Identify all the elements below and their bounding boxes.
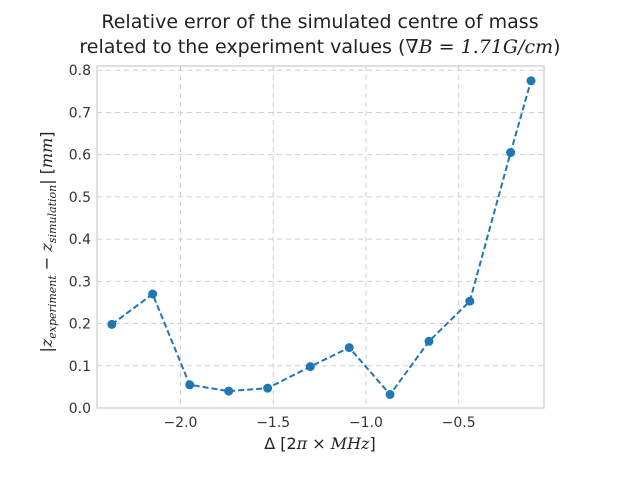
data-point [224, 386, 234, 396]
chart-title-line-1: Relative error of the simulated centre o… [101, 11, 538, 33]
data-point [148, 289, 158, 299]
y-axis-label: |zexperiment − zsimulation| [mm] [37, 131, 59, 352]
chart-title-line-2-prefix: related to the experiment values ( [79, 36, 405, 58]
y-axis-label-z-experiment: z [37, 338, 56, 348]
data-point [424, 336, 434, 346]
y-axis-label-end: ] [37, 131, 56, 137]
y-tick-label: 0.7 [69, 105, 91, 121]
y-axis-label-close: | [ [37, 168, 56, 185]
y-axis-label-open: | [37, 347, 56, 352]
x-tick-label: −1.5 [256, 415, 290, 431]
data-point [506, 148, 516, 158]
series-line [111, 80, 532, 397]
data-point-layer [107, 76, 536, 399]
tick-label-layer: −2.0 −1.5 −1.0 −0.5 0.0 0.1 0.2 0.3 0.4 0.5 0.6 0.7… [69, 63, 476, 431]
y-tick-label: 0.6 [69, 148, 91, 164]
chart-title-line-2-suffix: ) [553, 36, 560, 58]
y-tick-label: 0.2 [69, 317, 91, 333]
y-axis-label-sub-experiment: experiment [46, 275, 59, 339]
x-axis-label-pi: π [296, 434, 308, 453]
y-tick-label: 0.4 [69, 232, 91, 248]
x-axis-label-prefix: Δ [2 [264, 434, 296, 453]
data-point [344, 343, 354, 353]
data-point [305, 362, 315, 372]
y-axis-label-sub-simulation: simulation [46, 185, 59, 243]
data-point [107, 319, 117, 329]
chart-title-line-2: related to the experiment values (∇B = 1… [79, 36, 560, 58]
plot-frame [96, 65, 545, 409]
x-tick-label: −1.0 [349, 415, 383, 431]
chart-title-math: ∇B = 1.71G/cm [405, 36, 553, 58]
y-axis-label-unit: mm [37, 138, 56, 168]
data-point [385, 389, 395, 399]
grid-layer [97, 66, 544, 409]
x-axis-label-suffix: ] [370, 434, 376, 453]
y-tick-label: 0.5 [69, 190, 91, 206]
data-point [465, 296, 475, 306]
y-tick-label: 0.1 [69, 359, 91, 375]
x-axis-label-times: × [307, 434, 331, 453]
data-point [526, 76, 536, 86]
x-axis-label: Δ [2π × MHz] [264, 434, 376, 453]
y-axis-label-z-simulation: z [37, 243, 56, 253]
x-tick-label: −0.5 [442, 415, 476, 431]
data-point [185, 380, 195, 390]
y-tick-label: 0.0 [69, 401, 91, 417]
y-axis-label-minus: − [37, 252, 56, 276]
x-axis-label-unit: MHz [330, 434, 370, 453]
data-point [263, 383, 273, 393]
y-tick-label: 0.3 [69, 274, 91, 290]
y-tick-label: 0.8 [69, 63, 91, 79]
x-tick-label: −2.0 [163, 415, 197, 431]
